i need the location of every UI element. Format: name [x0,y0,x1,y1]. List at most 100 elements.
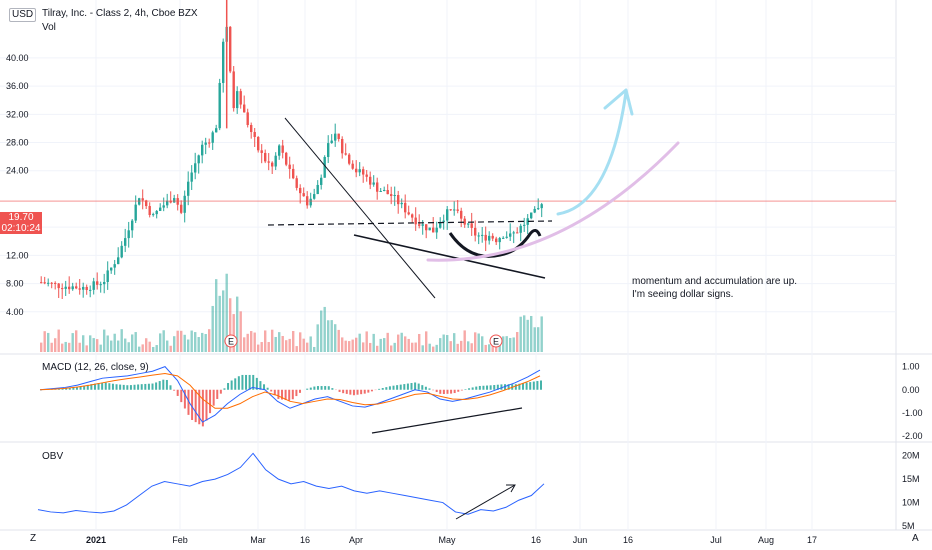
macd-histogram-bar [450,389,453,394]
zoom-corner[interactable]: Z [30,533,37,544]
macd-histogram-bar [392,385,395,390]
macd-histogram-bar [514,384,517,390]
macd-histogram-bar [518,383,521,390]
candle-body [309,198,312,206]
volume-bar [57,329,60,352]
cup-handle-curve [448,229,542,258]
volume-bar [327,320,330,352]
volume-label[interactable]: Vol [42,22,56,33]
volume-bar [446,335,449,352]
obv-trend-arrow [455,484,516,520]
candle-body [78,288,81,290]
volume-bar [383,338,386,352]
candle-body [54,282,57,284]
macd-histogram-bar [245,374,248,390]
candle-body [393,195,396,197]
macd-trend-line [371,407,523,434]
time-axis[interactable]: 2021 Feb Mar 16 Apr May 16 Jun 16 Jul Aug 17 [86,535,817,545]
volume-bar [351,339,354,352]
macd-histogram-bar [493,385,496,390]
volume-bar [173,336,176,352]
symbol-title[interactable]: Tilray, Inc. - Class 2, 4h, Cboe BZX [42,8,198,19]
macd-histogram-bar [216,389,219,399]
resistance-dashed-line [267,220,553,226]
volume-bar [201,332,204,352]
price-tick-label: 4.00 [6,307,24,317]
volume-bar [260,342,263,352]
volume-bar [124,338,127,352]
candle-body [302,193,305,197]
volume-bar [516,332,519,352]
auto-scale-button[interactable]: A [912,533,919,544]
volume-bar [449,341,452,352]
candle-body [131,220,134,231]
volume-bar [334,324,337,352]
candle-body [57,283,60,289]
volume-bar [502,336,505,352]
candle-body [435,227,438,233]
macd-histogram-bar [363,389,366,394]
volume-bar [169,345,172,352]
macd-histogram-bar [162,379,165,390]
volume-bar [498,343,501,352]
volume-bar [162,330,165,352]
candle-body [404,202,407,213]
candle-body [236,91,239,109]
candle-body [85,286,88,291]
volume-bar [271,329,274,352]
candle-body [194,163,197,173]
macd-histogram-bar [442,389,445,395]
volume-bar [40,342,43,352]
volume-bar [320,310,323,352]
candle-body [218,82,221,129]
time-tick-label: Aug [758,535,774,545]
macd-histogram-bar [270,389,273,392]
volume-bar [208,329,211,352]
macd-histogram-bar [298,389,301,393]
volume-bar [453,333,456,352]
obv-label[interactable]: OBV [42,451,64,462]
price-axis[interactable]: 40.0036.0032.0028.0024.0016.0012.008.004… [6,53,923,531]
candle-body [474,227,477,236]
time-tick-label: 2021 [86,535,106,545]
volume-bar [481,336,484,352]
volume-bar [491,344,494,352]
candle-body [428,227,431,231]
macd-histogram-bar [349,389,352,395]
volume-bar [470,343,473,352]
candle-body [491,235,494,239]
macd-histogram-bar [381,388,384,390]
volume-bar [432,346,435,352]
macd-tick-label: -1.00 [902,408,923,418]
macd-histogram-bar [396,385,399,390]
candle-body [204,142,207,145]
candle-body [421,224,424,226]
currency-badge[interactable]: USD [9,8,37,22]
volume-bar [435,344,438,352]
projection-curve-pink [426,141,680,262]
candle-body [533,208,536,213]
macd-histogram-bar [532,381,535,390]
volume-bar [278,332,281,352]
macd-histogram-bar [79,386,82,390]
annotation-note[interactable]: momentum and accumulation are up. I'm se… [632,275,797,301]
candle-body [103,281,106,285]
macd-label[interactable]: MACD (12, 26, close, 9) [42,362,149,373]
candle-body [453,209,456,211]
volume-bar [68,342,71,352]
macd-histogram-bar [201,389,204,427]
volume-bar [397,334,400,352]
candle-body [334,133,337,141]
volume-bar [463,330,466,352]
candle-body [369,176,372,185]
macd-histogram-bar [75,386,78,390]
volume-bar [442,334,445,352]
candle-body [299,187,302,194]
candle-body [383,189,386,191]
macd-histogram-bar [410,383,413,390]
macd-histogram-bar [169,385,172,390]
volume-bar [152,346,155,352]
macd-histogram-bar [97,383,100,390]
